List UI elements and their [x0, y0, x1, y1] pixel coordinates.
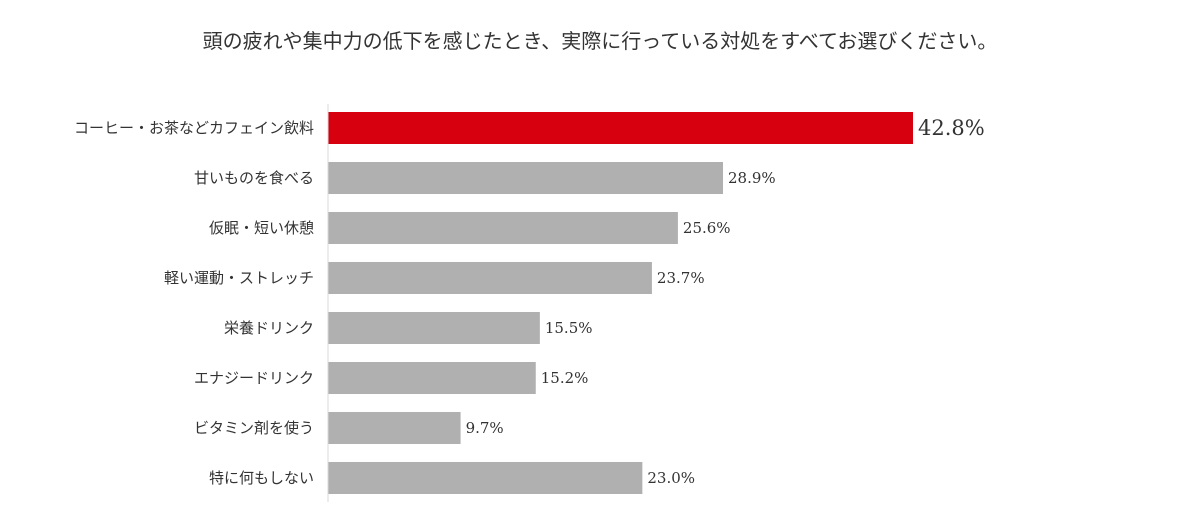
value-labels: 42.8% 28.9% 25.6% 23.7% 15.5% 15.2% 9.7% 23.0% — [466, 116, 985, 487]
value-label: 15.2% — [541, 369, 589, 387]
value-label: 42.8% — [918, 116, 985, 140]
value-label: 28.9% — [728, 169, 776, 187]
bar — [328, 162, 724, 194]
category-label: 軽い運動・ストレッチ — [164, 269, 314, 287]
bars — [328, 112, 913, 494]
category-label: 栄養ドリンク — [224, 319, 314, 337]
value-label: 9.7% — [466, 419, 504, 437]
value-label: 23.7% — [657, 269, 705, 287]
category-label: エナジードリンク — [194, 369, 314, 387]
bar — [328, 212, 678, 244]
value-label: 25.6% — [683, 219, 731, 237]
bar — [328, 312, 540, 344]
bar — [328, 362, 536, 394]
bar — [328, 262, 652, 294]
category-labels: コーヒー・お茶などカフェイン飲料甘いものを食べる仮眠・短い休憩軽い運動・ストレッ… — [74, 119, 314, 487]
category-label: 特に何もしない — [209, 469, 314, 487]
category-label: コーヒー・お茶などカフェイン飲料 — [74, 119, 314, 137]
value-label: 15.5% — [545, 319, 593, 337]
category-label: 甘いものを食べる — [194, 169, 314, 187]
category-label: ビタミン剤を使う — [194, 419, 314, 437]
bar — [328, 462, 643, 494]
category-label: 仮眠・短い休憩 — [209, 219, 314, 237]
chart-title: 頭の疲れや集中力の低下を感じたとき、実際に行っている対処をすべてお選びください。 — [203, 29, 998, 53]
bar — [328, 112, 913, 144]
bar — [328, 412, 461, 444]
value-label: 23.0% — [647, 469, 695, 487]
